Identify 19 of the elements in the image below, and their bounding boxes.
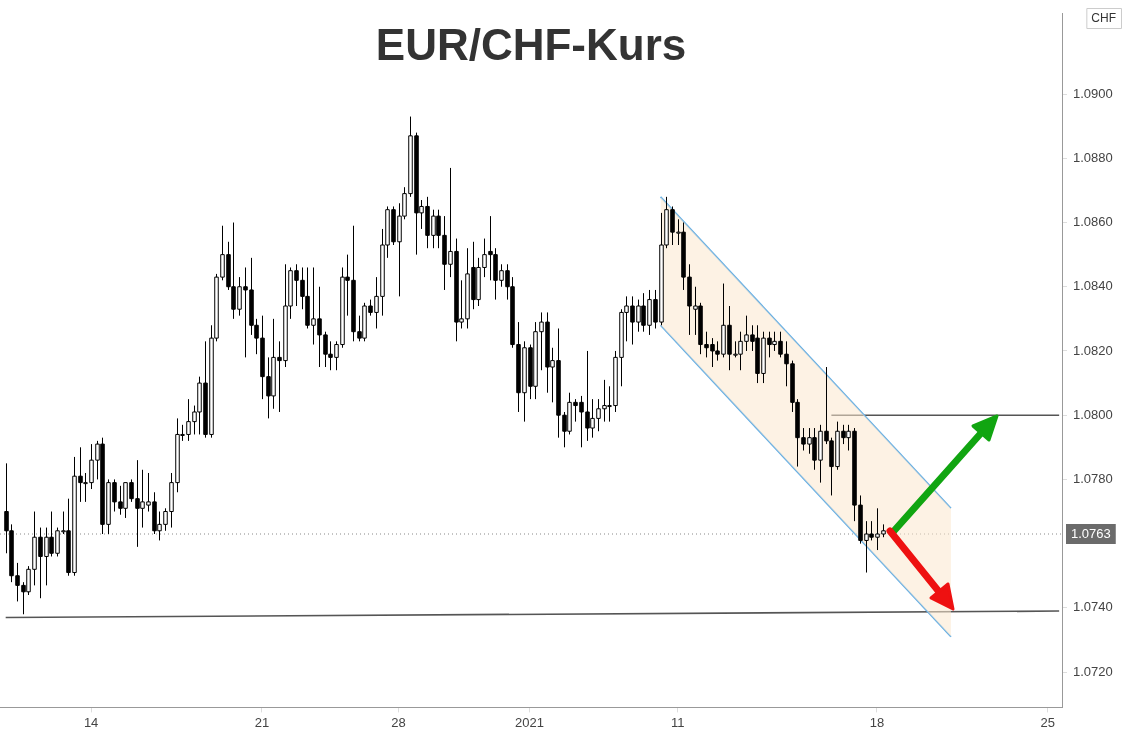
chart-title: EUR/CHF-Kurs: [375, 20, 687, 70]
x-tick-label: 25: [1040, 714, 1055, 730]
y-tick-label: 1.0720: [1073, 663, 1113, 679]
x-tick-label: 14: [83, 714, 99, 730]
y-tick-label: 1.0900: [1073, 85, 1113, 101]
y-tick-label: 1.0780: [1073, 470, 1113, 486]
y-tick-label: 1.0820: [1073, 342, 1113, 358]
y-tick-label: 1.0880: [1073, 149, 1113, 165]
y-tick-label: 1.0740: [1073, 599, 1113, 615]
y-tick-label: 1.0840: [1073, 278, 1113, 294]
text: CHF: [1091, 11, 1117, 26]
ref-line-label: 1.0763: [1071, 525, 1111, 541]
x-tick-label: 11: [670, 714, 685, 730]
x-tick-label: 28: [391, 714, 406, 730]
x-tick-label: 18: [869, 714, 885, 730]
y-tick-label: 1.0800: [1073, 406, 1113, 422]
x-tick-label: 2021: [515, 714, 545, 730]
x-tick-label: 21: [254, 714, 270, 730]
y-tick-label: 1.0860: [1073, 214, 1113, 230]
